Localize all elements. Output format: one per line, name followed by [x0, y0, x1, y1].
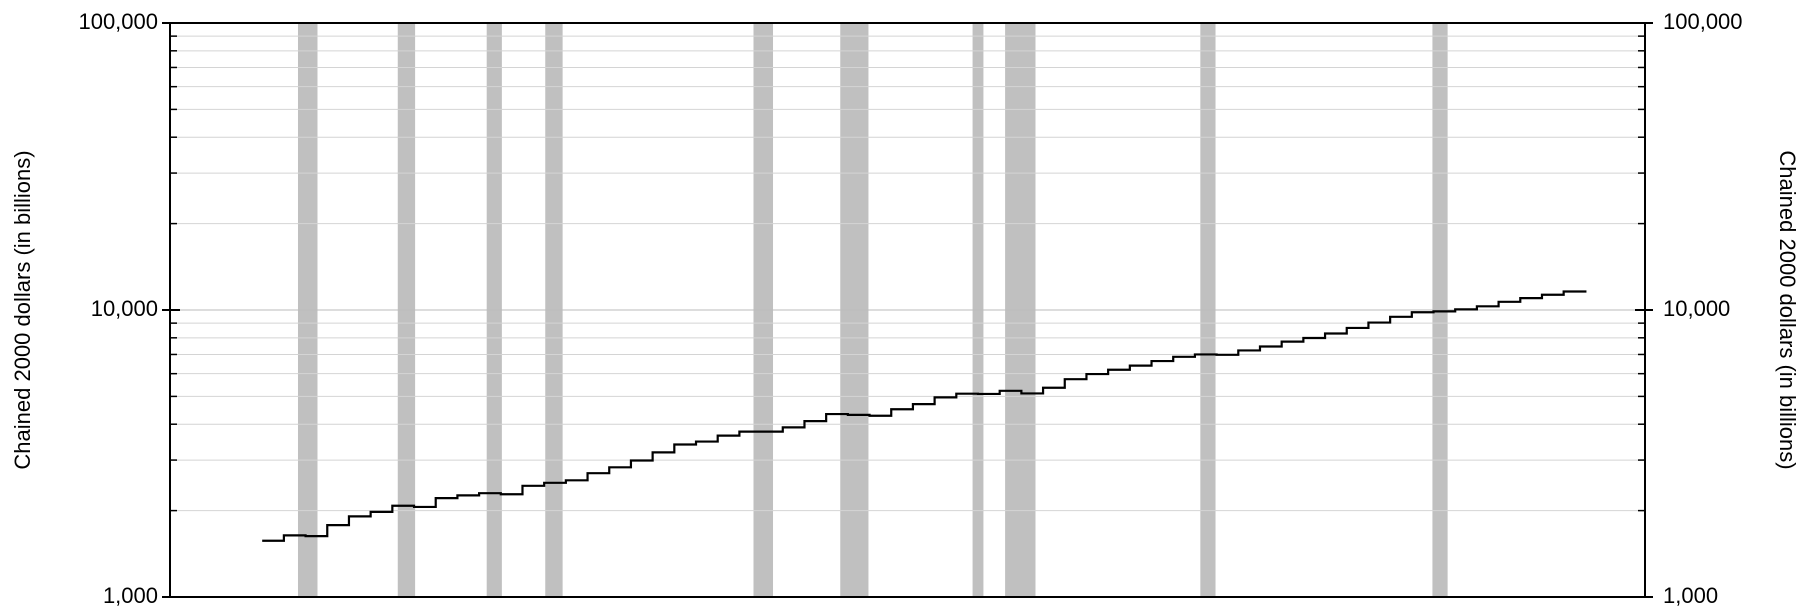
y2-tick-label: 1,000 — [1663, 583, 1718, 608]
y2-axis-label: Chained 2000 dollars (in billions) — [1775, 150, 1800, 469]
y-tick-label: 100,000 — [78, 9, 158, 34]
data-line — [262, 290, 1587, 542]
y-tick-label: 1,000 — [103, 583, 158, 608]
y-tick-label: 10,000 — [91, 296, 158, 321]
y2-tick-label: 100,000 — [1663, 9, 1743, 34]
y-axis-label: Chained 2000 dollars (in billions) — [10, 150, 35, 469]
y2-tick-label: 10,000 — [1663, 296, 1730, 321]
